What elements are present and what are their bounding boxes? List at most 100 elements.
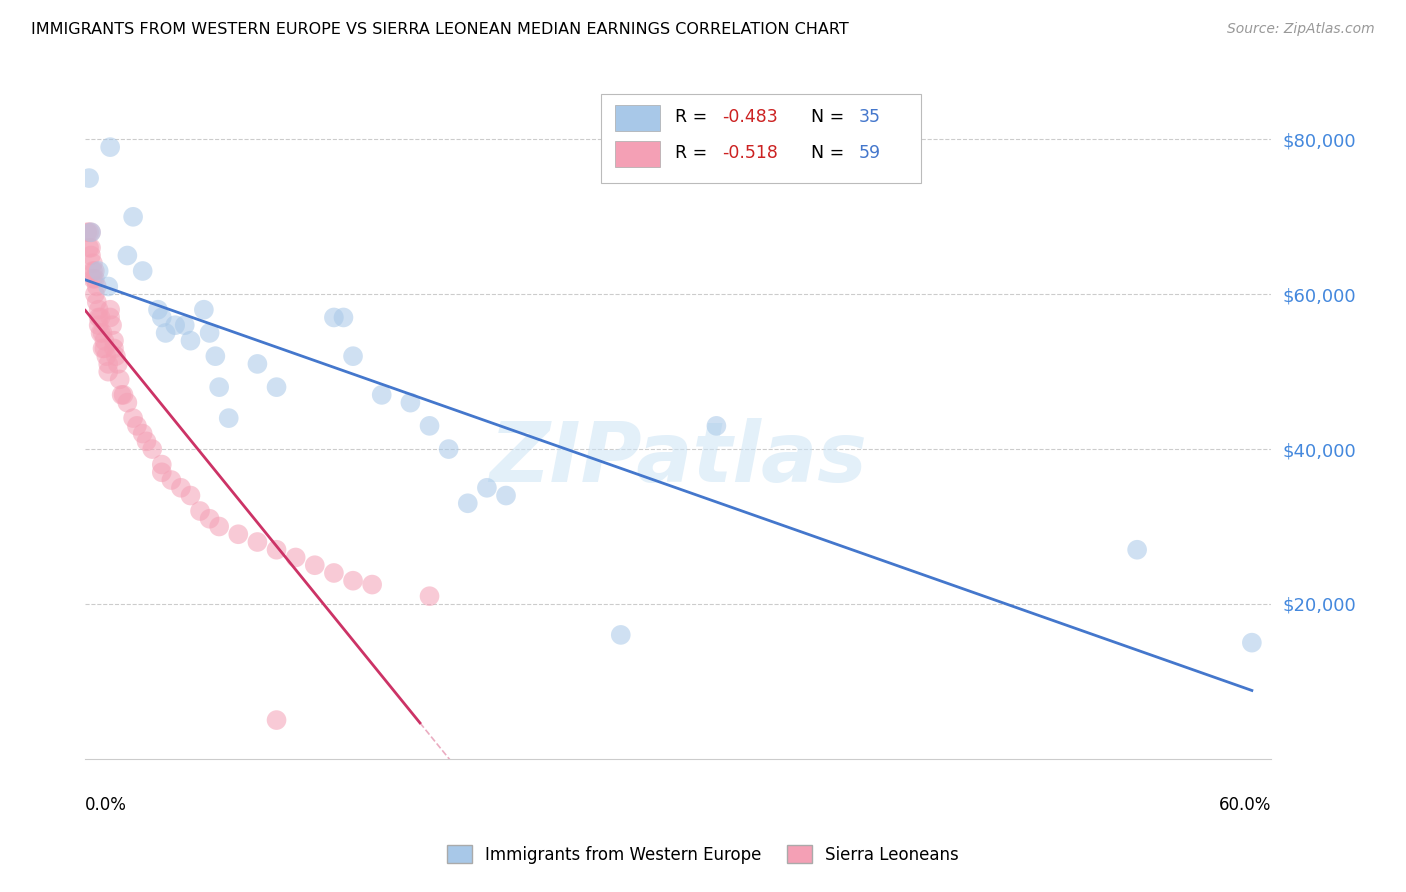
Text: -0.518: -0.518 <box>723 145 778 162</box>
Point <box>146 302 169 317</box>
Point <box>98 140 121 154</box>
Point <box>98 302 121 317</box>
Point <box>83 287 105 301</box>
Point <box>86 295 108 310</box>
Point <box>418 589 440 603</box>
Point <box>131 426 153 441</box>
Point <box>97 365 120 379</box>
Point <box>266 380 288 394</box>
Text: IMMIGRANTS FROM WESTERN EUROPE VS SIERRA LEONEAN MEDIAN EARNINGS CORRELATION CHA: IMMIGRANTS FROM WESTERN EUROPE VS SIERRA… <box>31 22 849 37</box>
Point <box>101 318 124 333</box>
Point <box>1240 635 1263 649</box>
Point <box>131 264 153 278</box>
Text: 35: 35 <box>859 108 880 126</box>
Point <box>610 628 633 642</box>
Point <box>706 418 728 433</box>
Point <box>87 310 110 325</box>
Point <box>82 256 104 270</box>
Point <box>122 210 145 224</box>
Point <box>77 241 100 255</box>
Point <box>160 473 183 487</box>
Point <box>141 442 163 456</box>
Point <box>198 512 221 526</box>
Point <box>87 264 110 278</box>
Point <box>98 310 121 325</box>
Point <box>135 434 157 449</box>
Point <box>77 171 100 186</box>
Point <box>179 334 201 348</box>
Point <box>83 271 105 285</box>
Point <box>76 225 98 239</box>
Text: ZIPatlas: ZIPatlas <box>489 418 868 500</box>
Point <box>86 279 108 293</box>
Point <box>122 411 145 425</box>
Point <box>218 411 240 425</box>
Point <box>457 496 479 510</box>
Point <box>125 418 148 433</box>
Point <box>87 318 110 333</box>
FancyBboxPatch shape <box>602 95 921 183</box>
Point <box>87 302 110 317</box>
Text: 0.0%: 0.0% <box>86 797 127 814</box>
Point <box>97 357 120 371</box>
Point <box>80 225 103 239</box>
Point <box>107 357 129 371</box>
Point <box>208 519 231 533</box>
Point <box>150 310 173 325</box>
Point <box>399 395 422 409</box>
Point <box>93 334 115 348</box>
Point <box>103 334 125 348</box>
Point <box>108 372 131 386</box>
Point <box>91 326 114 340</box>
Bar <box>616 141 661 167</box>
Point <box>322 566 344 580</box>
Point <box>322 310 344 325</box>
Point <box>165 318 187 333</box>
Point <box>90 326 112 340</box>
Point <box>495 489 517 503</box>
Text: R =: R = <box>675 108 713 126</box>
Point <box>77 225 100 239</box>
Point <box>246 357 269 371</box>
Bar <box>616 104 661 130</box>
Point <box>284 550 307 565</box>
Text: N =: N = <box>811 108 849 126</box>
Point <box>179 489 201 503</box>
Point <box>361 577 384 591</box>
Point <box>370 388 392 402</box>
Point <box>437 442 460 456</box>
Point <box>226 527 249 541</box>
Text: 60.0%: 60.0% <box>1219 797 1271 814</box>
Point <box>418 418 440 433</box>
Point <box>342 574 364 588</box>
Point <box>91 342 114 356</box>
Point <box>1126 542 1149 557</box>
Text: N =: N = <box>811 145 849 162</box>
Point <box>246 535 269 549</box>
Text: -0.483: -0.483 <box>723 108 778 126</box>
Point <box>266 713 288 727</box>
Text: Source: ZipAtlas.com: Source: ZipAtlas.com <box>1227 22 1375 37</box>
Point <box>150 465 173 479</box>
Point <box>266 542 288 557</box>
Point <box>112 388 135 402</box>
Point <box>117 395 139 409</box>
Legend: Immigrants from Western Europe, Sierra Leoneans: Immigrants from Western Europe, Sierra L… <box>440 838 966 871</box>
Point <box>170 481 193 495</box>
Point <box>193 302 215 317</box>
Point <box>80 241 103 255</box>
Point <box>103 342 125 356</box>
Point <box>475 481 498 495</box>
Point <box>173 318 195 333</box>
Point <box>80 248 103 262</box>
Point <box>83 264 105 278</box>
Point <box>82 271 104 285</box>
Point <box>150 458 173 472</box>
Point <box>90 310 112 325</box>
Point <box>304 558 326 573</box>
Point <box>332 310 354 325</box>
Point <box>80 225 103 239</box>
Text: 59: 59 <box>859 145 880 162</box>
Point <box>111 388 134 402</box>
Point <box>204 349 226 363</box>
